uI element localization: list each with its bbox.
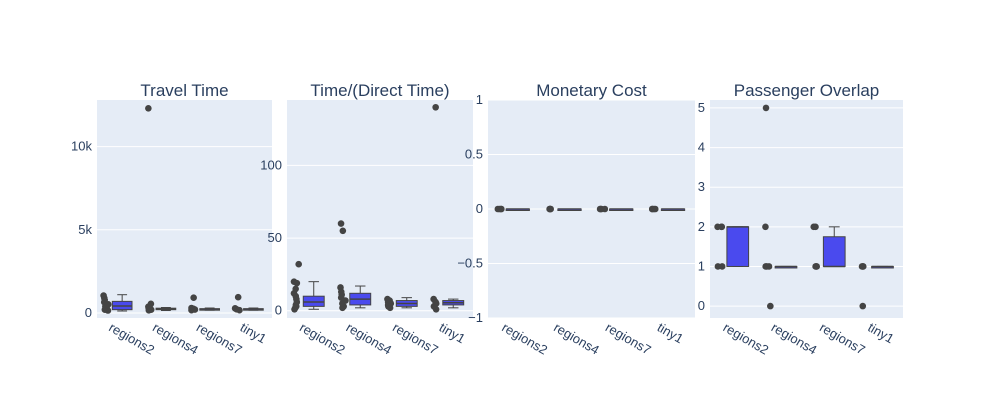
data-point <box>762 223 769 231</box>
y-tick-label: 50 <box>268 230 282 245</box>
data-point <box>767 302 774 310</box>
x-tick-label: regions2 <box>499 320 550 358</box>
data-point <box>337 284 344 291</box>
data-point <box>430 295 437 303</box>
y-tick-label: 10k <box>71 139 92 154</box>
data-point <box>231 305 239 312</box>
data-point <box>858 263 866 270</box>
x-tick-label: tiny1 <box>865 320 896 347</box>
y-tick-label: −1 <box>468 310 483 325</box>
data-point <box>597 205 604 213</box>
x-tick-label: regions4 <box>150 320 201 358</box>
data-point <box>546 205 554 213</box>
y-tick-label: 100 <box>260 157 282 172</box>
y-tick-label: 5 <box>698 100 705 115</box>
data-point <box>339 227 347 235</box>
x-tick-label: regions7 <box>603 320 654 358</box>
y-tick-label: 5k <box>78 222 92 237</box>
data-point <box>432 103 439 111</box>
data-point <box>292 285 299 293</box>
x-tick-label: regions4 <box>769 320 820 358</box>
y-tick-label: 3 <box>698 179 705 194</box>
y-tick-label: 1 <box>476 92 483 107</box>
plot-area <box>710 100 903 318</box>
x-tick-label: tiny1 <box>655 320 686 347</box>
chart-title: Monetary Cost <box>536 81 647 100</box>
x-tick-label: regions4 <box>551 320 602 358</box>
data-point <box>190 294 197 301</box>
y-tick-label: 0 <box>476 201 483 216</box>
x-tick-label: regions7 <box>194 320 245 358</box>
data-point <box>650 205 658 213</box>
x-tick-label: regions2 <box>721 320 772 358</box>
data-point <box>100 292 107 299</box>
data-point <box>859 302 867 310</box>
chart-title: Travel Time <box>140 81 228 100</box>
chart-title: Passenger Overlap <box>734 81 880 100</box>
x-tick-label: regions2 <box>106 320 157 358</box>
data-point <box>290 278 298 285</box>
x-tick-label: regions2 <box>297 320 348 358</box>
data-point <box>234 293 242 301</box>
data-point <box>147 300 155 308</box>
data-point <box>812 223 819 231</box>
data-point <box>337 220 345 227</box>
y-tick-label: 4 <box>698 140 705 155</box>
x-tick-label: regions7 <box>817 320 868 358</box>
y-tick-label: 0.5 <box>465 147 483 162</box>
y-tick-label: 2 <box>698 219 705 234</box>
data-point <box>718 263 726 270</box>
data-point <box>763 263 771 270</box>
x-tick-label: tiny1 <box>437 320 468 347</box>
y-tick-label: 1 <box>698 258 705 273</box>
data-point <box>762 104 770 112</box>
data-point <box>812 263 819 270</box>
x-tick-label: regions7 <box>390 320 441 358</box>
data-point <box>384 295 391 303</box>
plot-area <box>97 100 272 318</box>
data-point <box>145 105 152 112</box>
data-point <box>188 304 195 312</box>
y-tick-label: −0.5 <box>457 256 483 271</box>
y-tick-label: 0 <box>698 298 705 313</box>
plot-area <box>287 100 473 318</box>
x-tick-label: regions4 <box>344 320 395 358</box>
y-tick-label: 0 <box>275 303 282 318</box>
data-point <box>496 205 503 213</box>
data-point <box>718 223 725 231</box>
y-tick-label: 0 <box>85 305 92 320</box>
box <box>822 236 846 267</box>
box <box>726 226 750 267</box>
chart-title: Time/(Direct Time) <box>310 81 449 100</box>
data-point <box>295 260 302 268</box>
